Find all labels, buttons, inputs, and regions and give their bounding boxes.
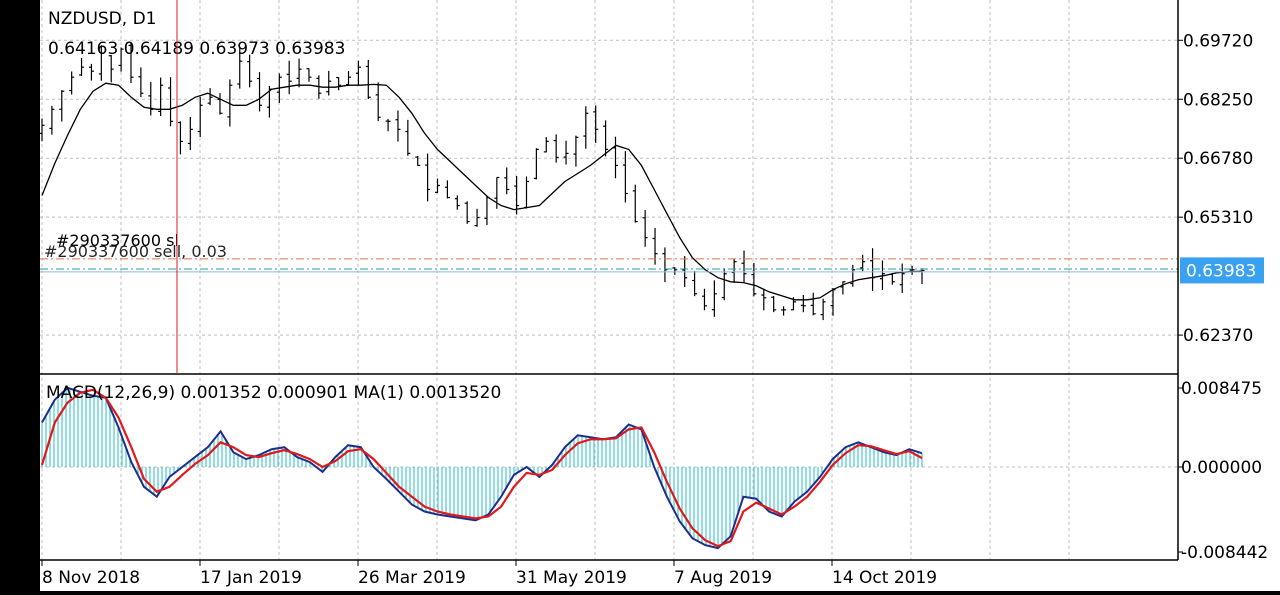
chart-title: NZDUSD, D1	[48, 9, 157, 29]
chart-background	[40, 0, 1280, 591]
macd-tick-label: -0.008442	[1181, 543, 1268, 563]
macd-axis: 0.008475 0.000000 -0.008442	[1178, 379, 1268, 563]
current-price-box	[1180, 257, 1264, 284]
macd-histogram	[41, 388, 923, 549]
order-sell-label[interactable]: #290337600 sell, 0.03	[44, 242, 227, 261]
price-tick-label: 0.68250	[1183, 90, 1253, 110]
price-tick-label: 0.62370	[1183, 326, 1253, 346]
left-edge	[0, 0, 40, 591]
macd-title: MACD(12,26,9) 0.001352 0.000901 MA(1) 0.…	[46, 383, 501, 403]
macd-panel[interactable]: MACD(12,26,9) 0.001352 0.000901 MA(1) 0.…	[40, 379, 1268, 563]
time-tick-label: 7 Aug 2019	[674, 568, 772, 588]
macd-signal-line	[40, 388, 923, 548]
time-tick-label: 14 Oct 2019	[832, 568, 937, 588]
time-axis: 8 Nov 2018 17 Jan 2019 26 Mar 2019 31 May 2…	[41, 560, 937, 588]
price-tick-label: 0.69720	[1183, 31, 1253, 51]
time-tick-label: 17 Jan 2019	[200, 568, 302, 588]
ohlc-values: 0.64163 0.64189 0.63973 0.63983	[48, 39, 345, 59]
macd-tick-label: 0.000000	[1181, 458, 1262, 478]
current-price-label: 0.63983	[1186, 261, 1256, 281]
price-tick-label: 0.66780	[1183, 149, 1253, 169]
price-panel[interactable]: #290337600 sl #290337600 sell, 0.03 NZDU…	[39, 9, 1265, 346]
time-tick-label: 8 Nov 2018	[42, 568, 140, 588]
price-tick-label: 0.65310	[1183, 208, 1253, 228]
order-sl-label[interactable]: #290337600 sl	[56, 231, 179, 250]
price-axis: 0.69720 0.68250 0.66780 0.65310 0.62370	[1178, 31, 1253, 346]
grid-lines	[40, 0, 1178, 560]
time-tick-label: 31 May 2019	[516, 568, 627, 588]
time-tick-label: 26 Mar 2019	[358, 568, 466, 588]
macd-tick-label: 0.008475	[1181, 379, 1262, 399]
moving-average-line	[41, 82, 923, 301]
